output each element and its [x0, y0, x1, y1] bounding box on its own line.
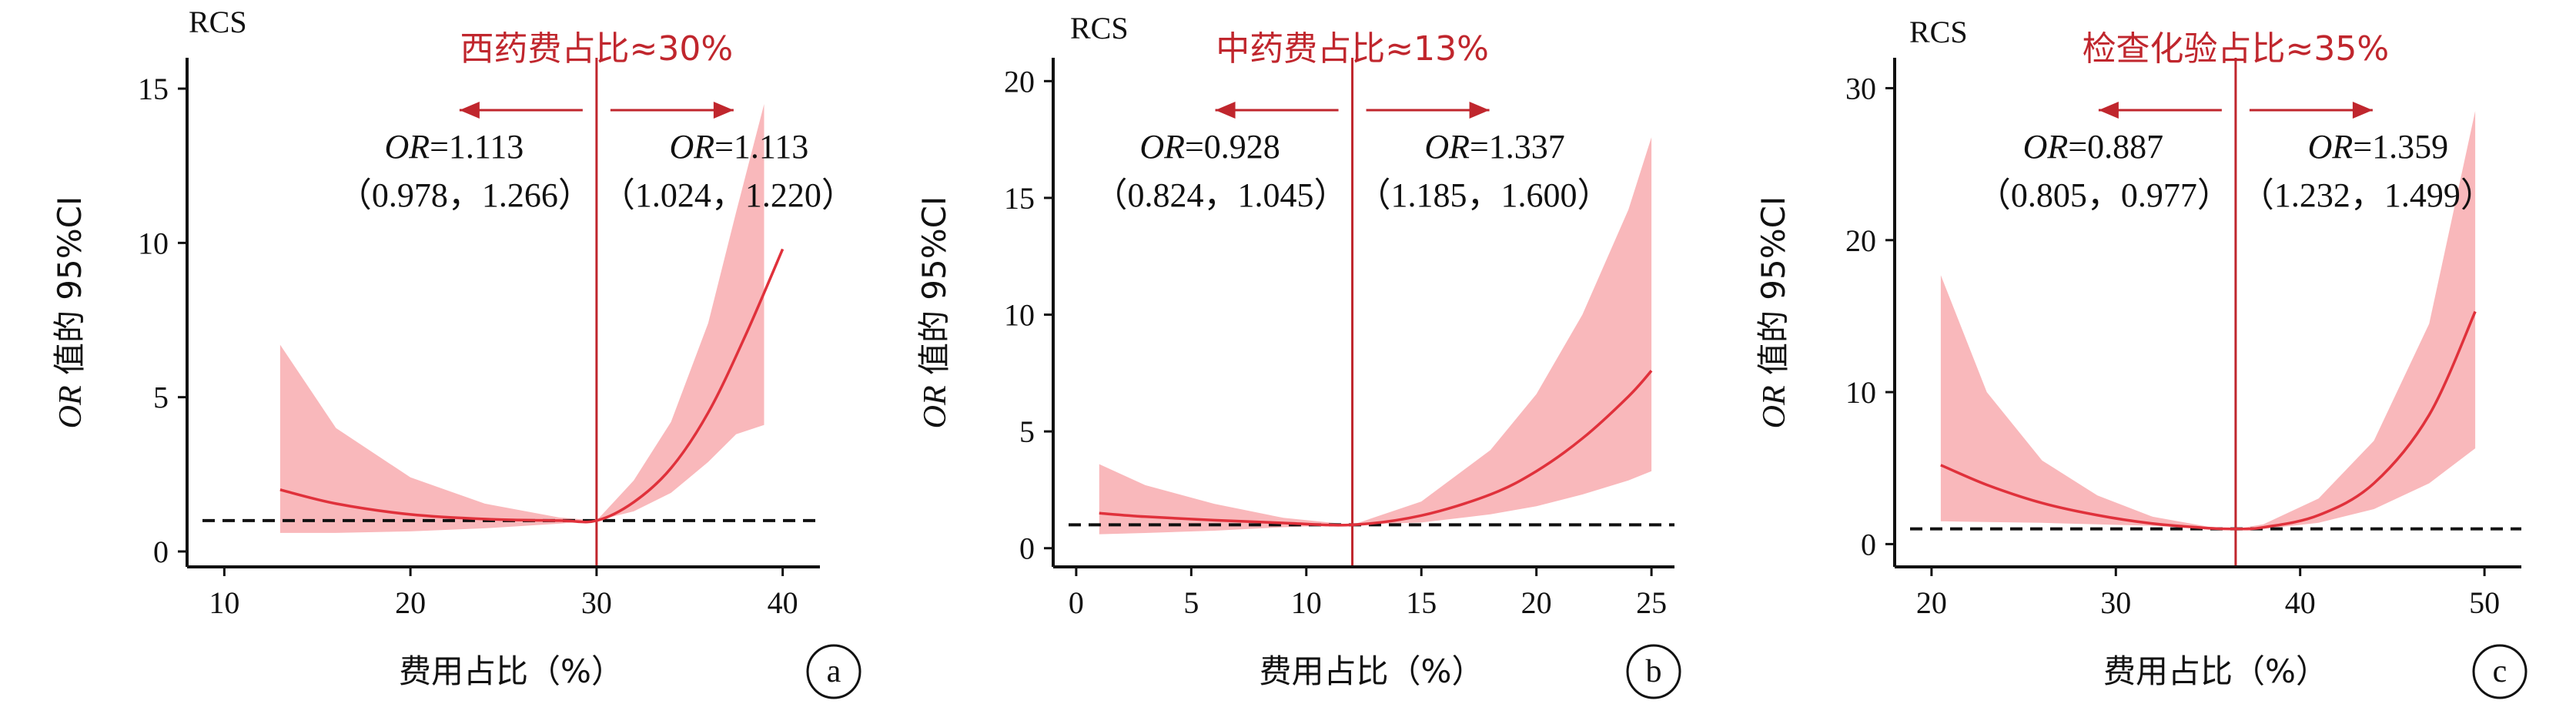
x-tick-label: 20 [1916, 585, 1947, 620]
x-tick-label: 10 [1291, 585, 1322, 620]
ci-band [279, 104, 764, 533]
y-axis-title: OR 值的 95%CI [51, 196, 89, 429]
x-tick-label: 30 [2100, 585, 2131, 620]
panel-letter: c [2493, 654, 2507, 689]
left-or-value: OR=0.928 [1139, 128, 1280, 166]
left-arrow-head [1215, 102, 1236, 119]
x-tick-label: 5 [1183, 585, 1199, 620]
x-tick-label: 30 [581, 585, 612, 620]
y-tick-label: 30 [1845, 71, 1876, 106]
left-arrow-head [2098, 102, 2119, 119]
panel-c: 0 10 20 30 20 30 40 50 RCS OR 值的 95%CI 费用占比（%） c 检查化… [1755, 15, 2527, 699]
left-ci-value: （0.824，1.045） [1094, 176, 1348, 214]
x-tick-label: 20 [395, 585, 426, 620]
right-or-value: OR=1.337 [1424, 128, 1564, 166]
panel-b: 0 5 10 15 20 0 5 10 15 20 25 RCS OR 值的 95%CI 费用占比（%） b… [915, 11, 1681, 699]
or-curve [1099, 370, 1653, 527]
x-axis-title: 费用占比（%） [2103, 652, 2328, 690]
or-curve [1940, 310, 2477, 531]
y-tick-label: 20 [1845, 223, 1876, 258]
x-tick-label: 10 [209, 585, 239, 620]
left-ci-value: （0.805，0.977） [1977, 176, 2231, 214]
y-tick-label: 5 [1019, 414, 1035, 449]
right-ci-value: （1.185，1.600） [1357, 176, 1611, 214]
x-tick-label: 15 [1406, 585, 1437, 620]
left-ci-value: （0.978，1.266） [338, 176, 592, 214]
or-curve [279, 248, 785, 524]
y-tick-label: 10 [1845, 375, 1876, 410]
right-arrow-head [1469, 102, 1490, 119]
x-tick-label: 20 [1521, 585, 1552, 620]
right-ci-value: （1.232，1.499） [2240, 176, 2494, 214]
threshold-title: 中药费占比≈13% [1216, 29, 1489, 69]
right-or-value: OR=1.359 [2308, 128, 2448, 166]
rcs-label: RCS [189, 5, 247, 39]
panel-letter-circle [2472, 644, 2527, 699]
ci-band [1099, 137, 1652, 535]
ci-band [1940, 111, 2476, 529]
panel-letter-circle [1626, 644, 1681, 699]
y-tick-label: 0 [153, 535, 169, 569]
x-tick-label: 40 [2285, 585, 2316, 620]
x-tick-label: 50 [2469, 585, 2500, 620]
left-arrow-head [459, 102, 480, 119]
right-or-value: OR=1.113 [669, 128, 808, 166]
x-axis-title: 费用占比（%） [1260, 652, 1484, 690]
panel-a: 0 5 10 15 10 20 30 40 RCS OR 值的 95%CI 费用占比（%） a 西药费占… [51, 5, 861, 699]
right-ci-value: （1.024，1.220） [601, 176, 855, 214]
right-arrow-head [2352, 102, 2373, 119]
y-tick-label: 5 [153, 380, 169, 415]
y-tick-label: 10 [138, 226, 169, 260]
panel-letter: a [827, 654, 841, 689]
y-tick-label: 15 [1004, 181, 1035, 216]
x-tick-label: 0 [1069, 585, 1084, 620]
left-or-value: OR=1.113 [384, 128, 524, 166]
y-tick-label: 0 [1019, 531, 1035, 566]
y-tick-label: 20 [1004, 64, 1035, 99]
rcs-label: RCS [1909, 15, 1968, 49]
x-axis-title: 费用占比（%） [399, 652, 624, 690]
y-tick-label: 15 [138, 72, 169, 106]
left-or-value: OR=0.887 [2023, 128, 2163, 166]
panel-letter-circle [806, 644, 861, 699]
rcs-label: RCS [1070, 11, 1129, 45]
threshold-title: 西药费占比≈30% [460, 29, 734, 69]
x-tick-label: 25 [1636, 585, 1667, 620]
y-axis-title: OR 值的 95%CI [1755, 196, 1792, 429]
x-tick-label: 40 [768, 585, 798, 620]
panel-letter: b [1646, 654, 1662, 689]
y-tick-label: 10 [1004, 298, 1035, 333]
threshold-title: 检查化验占比≈35% [2083, 29, 2390, 69]
right-arrow-head [713, 102, 734, 119]
y-tick-label: 0 [1861, 527, 1876, 561]
y-axis-title: OR 值的 95%CI [915, 196, 953, 429]
